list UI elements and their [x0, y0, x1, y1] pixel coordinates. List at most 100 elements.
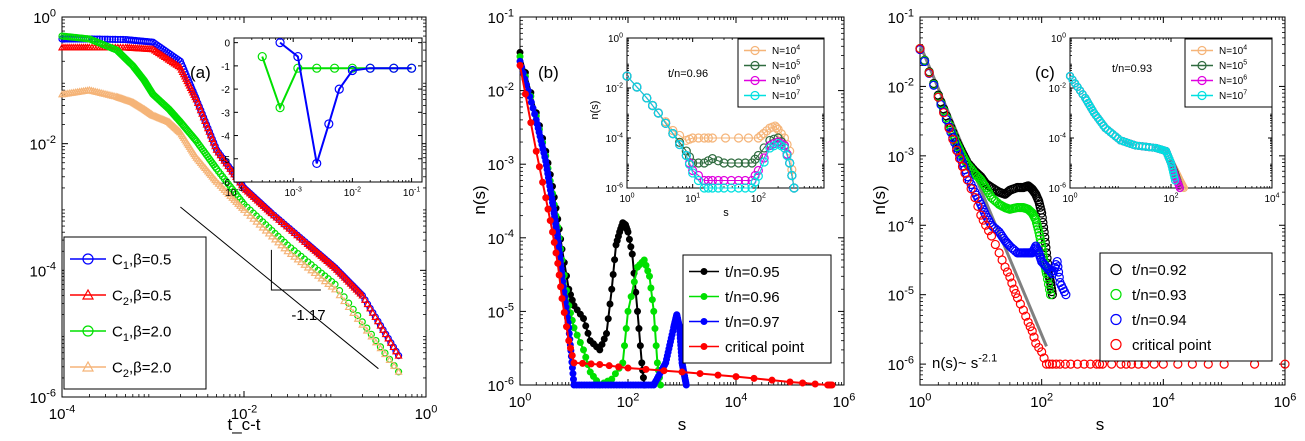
data-point [552, 249, 560, 257]
data-point [960, 168, 970, 178]
legend-marker [750, 60, 760, 71]
data-point [1000, 262, 1010, 272]
data-point [557, 283, 565, 291]
y-tick-label: 0 [224, 39, 230, 50]
x-tick-label: 10-2 [231, 403, 257, 423]
data-point [768, 376, 776, 384]
fit-label: n(s)~ s-2.1 [932, 352, 997, 372]
x-axis-label: s [1096, 415, 1105, 434]
axes-frame [919, 16, 1286, 386]
legend-label: t/n=0.93 [1132, 287, 1187, 304]
data-point [828, 381, 836, 389]
legend-label: t/n=0.95 [725, 264, 780, 281]
inset-data-point [406, 63, 417, 73]
legend-label: N=106 [1219, 75, 1247, 88]
legend-entry: t/n=0.93 [1110, 287, 1187, 304]
inset-data-point [720, 133, 731, 143]
data-point [611, 370, 619, 378]
data-point [811, 380, 819, 388]
x-tick-label: 102 [617, 391, 640, 411]
data-point [1280, 359, 1290, 369]
data-point [636, 342, 644, 350]
data-point [1021, 311, 1031, 321]
legend-marker [1110, 288, 1122, 301]
data-point [915, 44, 925, 54]
data-point [621, 342, 629, 350]
y-tick-label: 100 [33, 7, 56, 27]
data-point [300, 237, 310, 245]
data-point [1053, 262, 1063, 272]
inset-data-point [647, 100, 658, 111]
data-point [252, 217, 261, 225]
x-tick-label: 100 [909, 391, 932, 411]
data-point [1034, 227, 1044, 237]
data-point [1011, 288, 1021, 299]
data-point [569, 375, 577, 383]
data-point [313, 271, 323, 279]
inset-annotation: t/n=0.96 [668, 68, 708, 80]
data-point [1002, 267, 1013, 277]
legend-marker [700, 343, 708, 350]
inset-data-point [713, 156, 723, 166]
data-point [280, 219, 289, 228]
inset-data-point [632, 82, 642, 92]
data-point [358, 320, 367, 328]
data-point [531, 110, 539, 118]
y-tick-label: 10-2 [488, 81, 514, 101]
data-point [1043, 279, 1054, 289]
data-point [539, 178, 547, 186]
x-axis-label: s [678, 415, 687, 434]
data-point [624, 307, 632, 315]
data-point [653, 359, 661, 367]
x-axis-label: t_c-t [227, 415, 260, 434]
data-point [619, 359, 627, 367]
data-point [624, 364, 632, 372]
data-point [529, 104, 537, 112]
legend-entry: critical point [689, 339, 805, 356]
legend-marker [1110, 263, 1122, 276]
data-point [1027, 326, 1037, 336]
data-point [732, 373, 740, 381]
x-tick-label: 104 [725, 391, 748, 411]
data-point [660, 367, 668, 375]
data-point [340, 296, 349, 305]
legend-entry: N=106 [744, 75, 800, 87]
data-point [286, 249, 295, 257]
data-point [261, 226, 270, 234]
data-point [1045, 290, 1056, 300]
axes-frame [519, 16, 845, 386]
data-point [293, 255, 302, 263]
data-point [645, 272, 653, 280]
data-point [983, 226, 994, 236]
data-point [970, 193, 980, 203]
data-point [1054, 272, 1064, 282]
data-point [330, 285, 340, 293]
data-point [546, 217, 554, 225]
axes-frame [1069, 37, 1273, 189]
data-point [569, 370, 577, 378]
legend-label: critical point [1132, 337, 1212, 354]
data-point [976, 210, 986, 220]
data-point [648, 296, 656, 304]
data-point [298, 235, 307, 243]
y-tick-label: 10-4 [30, 261, 56, 281]
data-point [981, 182, 991, 193]
legend-entry: N=104 [1191, 45, 1247, 57]
data-point [624, 228, 632, 236]
inset-data-point [753, 150, 763, 161]
data-point [1023, 317, 1033, 327]
y-tick-label: 10-6 [888, 354, 914, 374]
data-point [608, 375, 616, 383]
data-point [367, 332, 376, 340]
inset-data-point [1170, 176, 1180, 185]
inset-data-point [688, 133, 698, 143]
inset-data-point [726, 158, 736, 168]
data-point [635, 325, 643, 333]
data-point [384, 334, 393, 342]
legend-label: N=104 [772, 45, 800, 58]
inset-data-point [1099, 121, 1108, 130]
legend-marker [750, 90, 760, 101]
data-point [310, 268, 319, 277]
data-point [277, 217, 286, 225]
inset-data-point [753, 171, 763, 181]
